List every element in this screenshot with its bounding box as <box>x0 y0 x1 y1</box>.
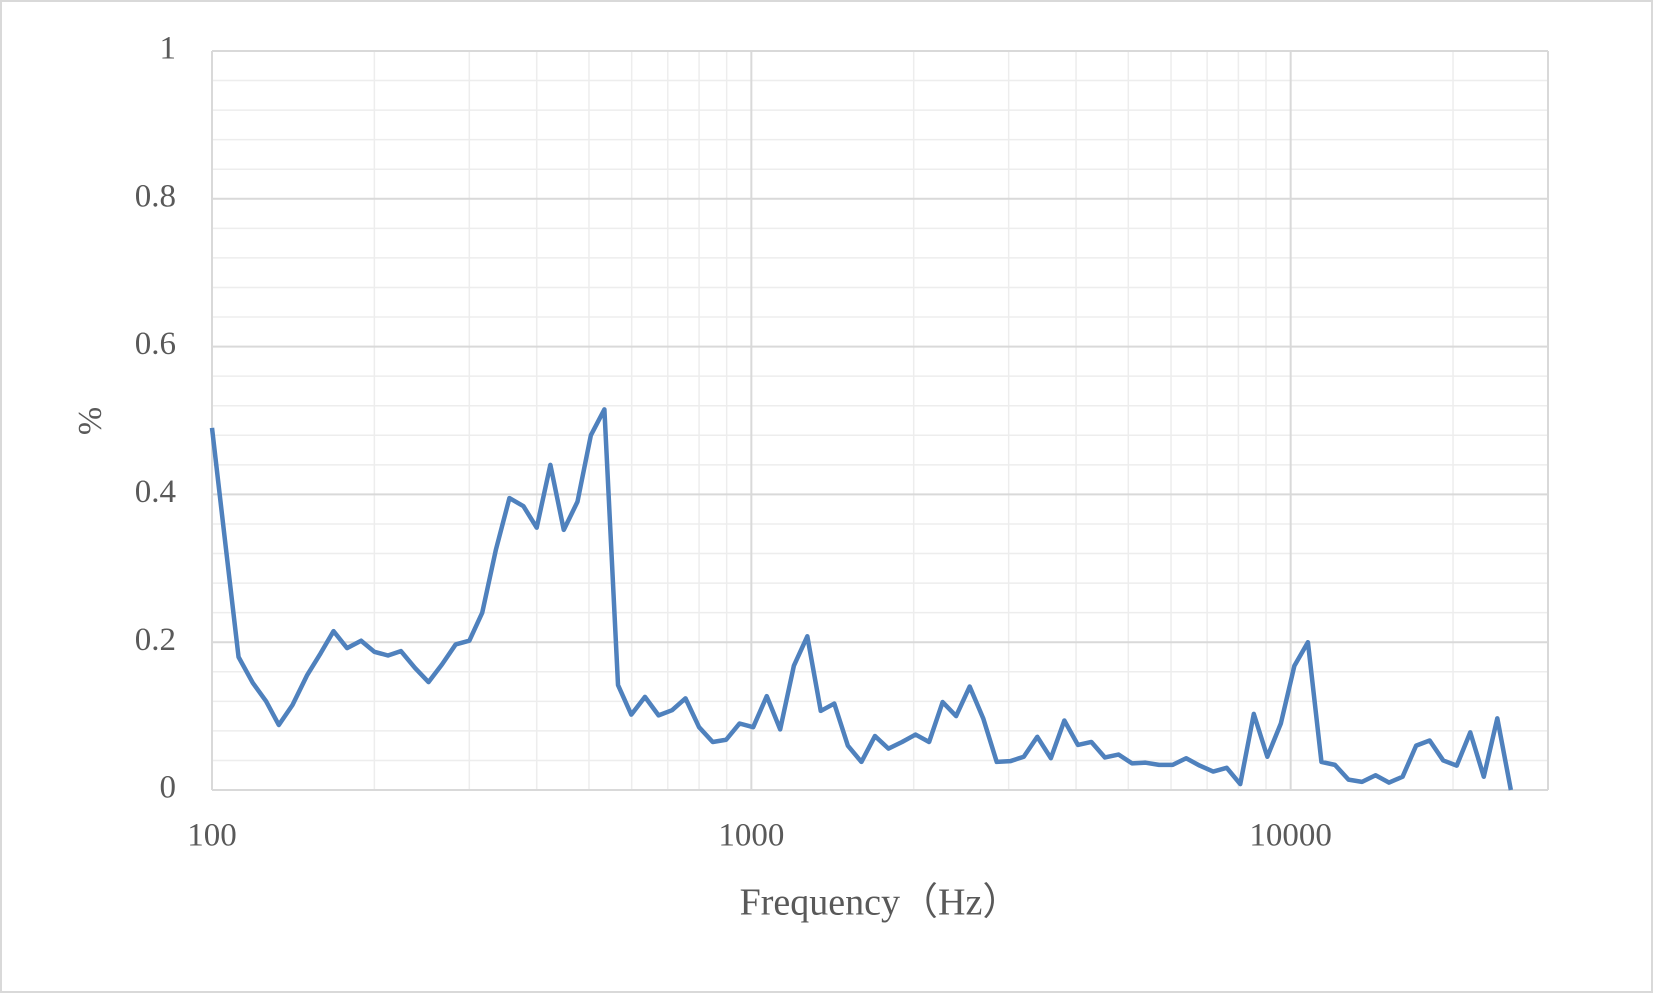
x-tick-label: 1000 <box>718 818 784 854</box>
x-tick-label: 100 <box>187 818 237 854</box>
x-tick-label: 10000 <box>1249 818 1332 854</box>
y-tick-label: 0.4 <box>135 474 176 510</box>
plot <box>209 407 1514 791</box>
y-tick-label: 0.8 <box>135 178 176 214</box>
x-axis-title: Frequency（Hz） <box>740 882 1021 924</box>
y-tick-label: 0.6 <box>135 326 176 362</box>
y-tick-label: 1 <box>160 31 177 67</box>
y-tick-label: 0.2 <box>135 622 176 658</box>
data-line <box>209 407 1514 791</box>
y-tick-label: 0 <box>160 770 177 806</box>
y-axis-title: % <box>72 407 109 435</box>
grid <box>211 50 1549 791</box>
